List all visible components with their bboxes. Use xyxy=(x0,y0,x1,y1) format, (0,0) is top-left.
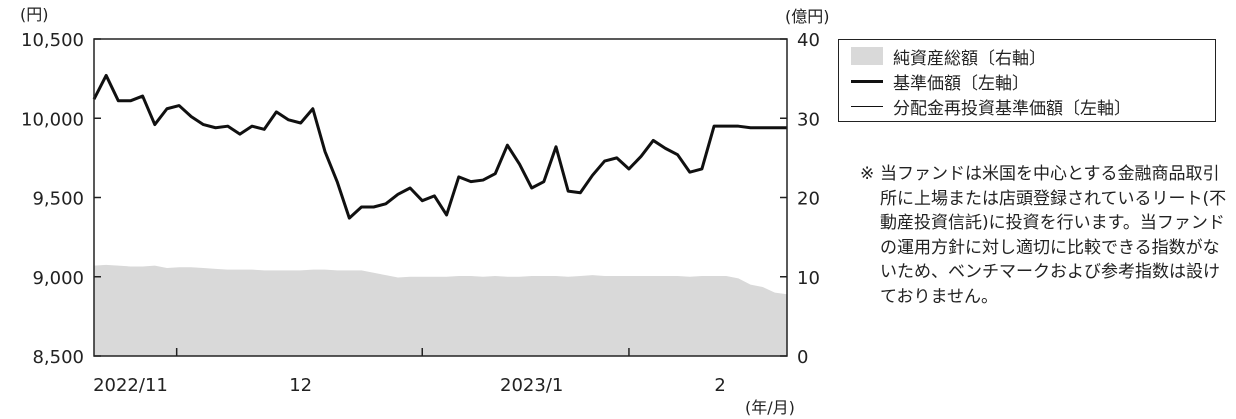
price-line-layer xyxy=(92,73,787,220)
net-assets-area-layer xyxy=(94,264,787,356)
legend-item-nav: 基準価額〔左軸〕 xyxy=(851,69,1029,94)
footnote-mark: ※ xyxy=(860,164,875,184)
x-tick-label: 2023/1 xyxy=(500,375,563,396)
right-tick-label: 30 xyxy=(797,109,820,130)
legend-item-net-assets: 純資産総額〔右軸〕 xyxy=(851,44,1046,69)
legend-label: 分配金再投資基準価額〔左軸〕 xyxy=(893,98,1131,119)
nav-line xyxy=(92,73,787,220)
right-axis-unit: (億円) xyxy=(785,7,830,26)
thick-line-swatch-icon xyxy=(851,79,883,83)
footnote-text: 当ファンドは米国を中心とする金融商品取引所に上場または店頭登録されているリート(… xyxy=(880,164,1227,307)
legend-label: 基準価額〔左軸〕 xyxy=(893,73,1029,94)
legend-label: 純資産総額〔右軸〕 xyxy=(893,48,1046,69)
x-axis-unit: (年/月) xyxy=(745,398,795,417)
right-tick-label: 10 xyxy=(797,268,820,289)
net-assets-area xyxy=(94,264,787,356)
x-tick-label: 12 xyxy=(289,375,312,396)
reinvested-nav-line xyxy=(93,74,787,219)
x-tick-label: 2022/11 xyxy=(93,375,168,396)
left-axis: 10,500 10,000 9,500 9,000 8,500 xyxy=(21,30,101,368)
left-tick-label: 8,500 xyxy=(32,347,84,368)
x-tick-label: 2 xyxy=(714,375,725,396)
chart-canvas: 10,500 10,000 9,500 9,000 8,500 40 30 20 10 0 20… xyxy=(20,5,830,417)
thin-line-swatch-icon xyxy=(851,105,883,107)
right-axis: 40 30 20 10 0 xyxy=(780,30,820,368)
legend-item-reinvested-nav: 分配金再投資基準価額〔左軸〕 xyxy=(851,94,1131,119)
left-tick-label: 10,500 xyxy=(21,30,84,51)
right-tick-label: 0 xyxy=(797,347,808,368)
right-tick-label: 20 xyxy=(797,189,820,210)
left-tick-label: 9,000 xyxy=(32,268,84,289)
left-tick-label: 10,000 xyxy=(21,109,84,130)
x-axis: 2022/11 12 2023/1 2 xyxy=(93,348,726,396)
right-tick-label: 40 xyxy=(797,30,820,51)
left-axis-unit: (円) xyxy=(20,5,49,24)
left-tick-label: 9,500 xyxy=(32,189,84,210)
legend: 純資産総額〔右軸〕 基準価額〔左軸〕 分配金再投資基準価額〔左軸〕 xyxy=(838,39,1216,122)
area-swatch-icon xyxy=(851,47,883,65)
